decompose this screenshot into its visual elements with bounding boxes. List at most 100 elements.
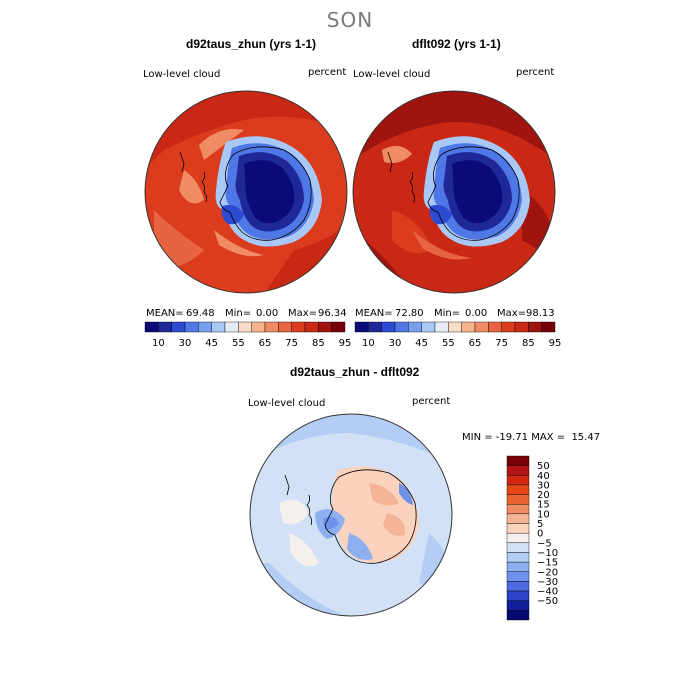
colorbar-right-tick-label: 85 [522, 338, 535, 349]
colorbar-left-tick-label: 10 [152, 338, 165, 349]
colorbar-diff-swatch [506, 532, 530, 544]
colorbar-diff-swatch [506, 504, 530, 515]
max-label-left: Max= [288, 308, 318, 319]
variable-label-right: Low-level cloud [353, 69, 431, 80]
colorbar-diff-tick-label: 5 [537, 519, 543, 530]
colorbar-diff-swatch [506, 513, 530, 524]
colorbar-right-swatch [394, 321, 409, 333]
colorbar-diff-tick-label: 15 [537, 500, 550, 511]
colorbar-left-swatch [224, 321, 239, 333]
colorbar-diff-swatch [506, 561, 530, 572]
max-value-left: 96.34 [318, 308, 347, 319]
colorbar-diff-tick-label: 0 [537, 529, 543, 540]
colorbar-left-tick-label: 75 [285, 338, 298, 349]
colorbar-diff-swatch [506, 455, 530, 466]
colorbar-diff-swatch [506, 600, 530, 611]
panel-title-right: dflt092 (yrs 1-1) [412, 37, 501, 51]
colorbar-left-swatch [158, 321, 172, 333]
colorbar-right-swatch [474, 321, 489, 333]
colorbar-left-swatch [318, 321, 332, 333]
colorbar-left-swatch [278, 321, 292, 333]
colorbar-diff-swatch [506, 475, 530, 486]
units-label-left: percent [308, 67, 347, 78]
colorbar-left-swatch [304, 321, 319, 333]
colorbar-right-tick-label: 30 [389, 338, 402, 349]
colorbar-diff-tick-label: −10 [537, 548, 558, 559]
colorbar-left-tick-label: 65 [259, 338, 272, 349]
colorbar-left-swatch [291, 321, 306, 333]
colorbar-left-swatch [171, 321, 186, 333]
colorbar-diff-swatch [506, 581, 530, 592]
colorbar-diff-swatch [506, 552, 530, 563]
colorbar-left-swatch [184, 321, 199, 333]
colorbar-diff-swatch [506, 610, 530, 621]
season-title: SON [326, 8, 374, 32]
mean-label-left: MEAN= [146, 308, 184, 319]
colorbar-right-swatch [354, 321, 369, 333]
colorbar-left-tick-label: 45 [205, 338, 218, 349]
colorbar-right: 10 30 45 55 65 75 85 95 [354, 321, 561, 349]
colorbar-diff-tick-label: −20 [537, 567, 558, 578]
colorbar-diff-swatch [506, 542, 530, 553]
min-label-right: Min= [434, 308, 461, 319]
colorbar-right-swatch [461, 321, 476, 333]
colorbar-left-tick-label: 30 [179, 338, 192, 349]
colorbar-right-swatch [541, 321, 556, 333]
colorbar-right-swatch [408, 321, 422, 333]
colorbar-left-swatch [144, 321, 159, 333]
colorbar-diff-tick-label: −15 [537, 558, 558, 569]
colorbar-right-tick-label: 65 [469, 338, 482, 349]
mean-value-left: 69.48 [186, 308, 215, 319]
colorbar-left-swatch [198, 321, 212, 333]
mean-label-right: MEAN= [355, 308, 393, 319]
colorbar-left-tick-label: 55 [232, 338, 245, 349]
diff-units-label: percent [412, 396, 451, 407]
colorbar-right-tick-label: 95 [549, 338, 562, 349]
colorbar-left-swatch [211, 321, 226, 333]
colorbar-right-swatch [368, 321, 382, 333]
colorbar-diff-tick-label: −5 [537, 538, 552, 549]
max-value-right: 98.13 [526, 308, 555, 319]
colorbar-diff-tick-label: 50 [537, 461, 550, 472]
diff-variable-label: Low-level cloud [248, 398, 326, 409]
colorbar-diff-tick-label: 10 [537, 509, 550, 520]
diff-title: d92taus_zhun - dflt092 [290, 365, 420, 379]
polar-map-left [144, 90, 348, 294]
colorbar-right-tick-label: 45 [415, 338, 428, 349]
colorbar-right-tick-label: 10 [362, 338, 375, 349]
colorbar-diff-swatch [506, 523, 530, 534]
colorbar-right-tick-label: 55 [442, 338, 455, 349]
colorbar-diff-tick-label: 40 [537, 471, 550, 482]
colorbar-diff-swatch [506, 571, 530, 582]
colorbar-diff-tick-label: −50 [537, 596, 558, 607]
mean-value-right: 72.80 [395, 308, 424, 319]
colorbar-diff-tick-label: −40 [537, 587, 558, 598]
colorbar-diff-tick-label: 30 [537, 480, 550, 491]
panel-title-left: d92taus_zhun (yrs 1-1) [186, 37, 317, 51]
colorbar-right-swatch [434, 321, 449, 333]
colorbar-left-tick-label: 95 [339, 338, 352, 349]
colorbar-diff-swatch [506, 484, 530, 495]
colorbar-diff-tick-label: −30 [537, 577, 558, 588]
variable-label-left: Low-level cloud [143, 69, 221, 80]
colorbar-right-swatch [448, 321, 462, 333]
min-value-left: 0.00 [256, 308, 279, 319]
colorbar-left-swatch [238, 321, 252, 333]
colorbar-right-tick-label: 75 [495, 338, 508, 349]
colorbar-diff-swatch [506, 590, 530, 601]
colorbar-right-swatch [528, 321, 542, 333]
colorbar-right-swatch [421, 321, 436, 333]
diff-minmax: MIN = -19.71 MAX = 15.47 [462, 432, 601, 443]
polar-map-diff [249, 413, 453, 617]
colorbar-left: 10 30 45 55 65 75 85 95 [144, 321, 351, 349]
colorbar-right-swatch [514, 321, 529, 333]
polar-map-right [352, 90, 556, 294]
max-label-right: Max= [497, 308, 527, 319]
colorbar-left-swatch [251, 321, 266, 333]
colorbar-left-tick-label: 85 [312, 338, 325, 349]
min-label-left: Min= [225, 308, 252, 319]
colorbar-left-swatch [331, 321, 346, 333]
colorbar-diff-tick-label: 20 [537, 490, 550, 501]
colorbar-right-swatch [488, 321, 502, 333]
